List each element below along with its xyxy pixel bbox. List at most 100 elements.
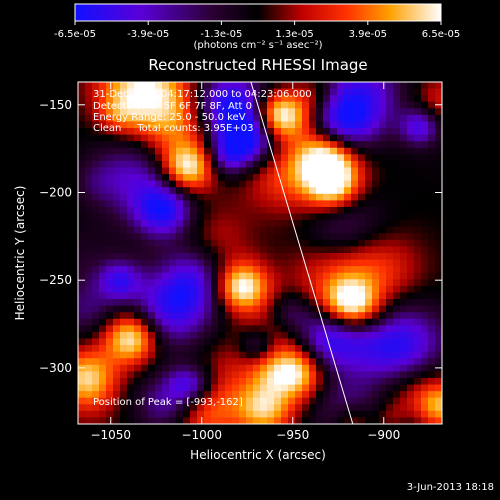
heatmap-cell [365,364,373,372]
heatmap-cell [85,193,93,201]
heatmap-cell [232,134,240,142]
heatmap-cell [295,266,303,274]
heatmap-cell [120,292,128,300]
heatmap-cell [141,397,149,405]
heatmap-cell [393,318,401,326]
heatmap-cell [211,193,219,201]
heatmap-cell [169,417,177,424]
heatmap-cell [358,391,366,399]
heatmap-cell [260,318,268,326]
heatmap-cell [92,358,100,366]
heatmap-cell [323,279,331,287]
heatmap-cell [344,299,352,307]
heatmap-cell [379,213,387,221]
heatmap-cell [134,213,142,221]
heatmap-cell [239,160,247,169]
heatmap-cell [211,364,219,372]
heatmap-cell [386,147,394,155]
heatmap-cell [379,259,387,267]
heatmap-cell [148,358,156,366]
heatmap-cell [246,174,254,182]
heatmap-cell [92,147,100,155]
heatmap-cell [351,292,359,300]
heatmap-cell [274,82,282,90]
heatmap-cell [288,285,296,294]
heatmap-cell [218,351,226,359]
heatmap-cell [78,292,86,300]
heatmap-cell [232,292,240,300]
heatmap-cell [323,351,331,359]
heatmap-cell [85,154,93,162]
heatmap-cell [120,338,128,346]
heatmap-cell [274,220,282,228]
heatmap-cell [239,141,247,149]
heatmap-cell [365,351,373,359]
heatmap-cell [106,160,114,169]
heatmap-cell [169,82,177,90]
heatmap-cell [134,121,142,129]
heatmap-cell [344,410,352,419]
heatmap-cell [85,404,93,412]
heatmap-cell [365,299,373,307]
colorbar-tick-label: -3.9e-05 [127,29,169,40]
heatmap-cell [281,417,289,424]
heatmap-cell [365,397,373,405]
heatmap-cell [393,147,401,155]
heatmap-cell [274,410,282,419]
heatmap-cell [337,154,345,162]
heatmap-cell [225,88,233,96]
heatmap-cell [344,187,352,195]
heatmap-cell [204,193,212,201]
heatmap-cell [78,331,86,340]
heatmap-cell [428,371,436,379]
heatmap-cell [127,377,135,386]
heatmap-cell [99,364,107,372]
heatmap-cell [260,384,268,392]
heatmap-cell [358,174,366,182]
heatmap-cell [246,220,254,228]
heatmap-cell [267,292,275,300]
heatmap-cell [288,114,296,123]
heatmap-cell [302,246,310,254]
heatmap-cell [309,292,317,300]
heatmap-cell [253,206,261,215]
heatmap-cell [400,134,408,142]
heatmap-cell [274,239,282,248]
heatmap-cell [274,233,282,241]
heatmap-cell [281,384,289,392]
heatmap-cell [106,141,114,149]
heatmap-cell [246,121,254,129]
heatmap-cell [344,200,352,208]
heatmap-cell [302,128,310,136]
heatmap-cell [344,397,352,405]
heatmap-cell [225,318,233,326]
heatmap-cell [127,371,135,379]
heatmap-cell [428,338,436,346]
heatmap-cell [148,95,156,103]
heatmap-cell [414,371,422,379]
heatmap-cell [78,351,86,359]
heatmap-cell [358,82,366,90]
heatmap-cell [225,358,233,366]
heatmap-cell [281,351,289,359]
heatmap-cell [295,108,303,116]
heatmap-cell [309,404,317,412]
heatmap-cell [246,384,254,392]
heatmap-cell [295,417,303,424]
heatmap-cell [85,417,93,424]
heatmap-cell [197,206,205,215]
heatmap-cell [218,95,226,103]
heatmap-cell [253,187,261,195]
heatmap-cell [435,410,442,419]
heatmap-cell [85,371,93,379]
heatmap-cell [169,391,177,399]
heatmap-cell [183,206,191,215]
heatmap-cell [204,358,212,366]
heatmap-cell [183,239,191,248]
heatmap-cell [127,318,135,326]
heatmap-cell [218,305,226,313]
heatmap-cell [274,305,282,313]
heatmap-cell [246,193,254,201]
heatmap-cell [428,82,436,90]
heatmap-cell [393,417,401,424]
